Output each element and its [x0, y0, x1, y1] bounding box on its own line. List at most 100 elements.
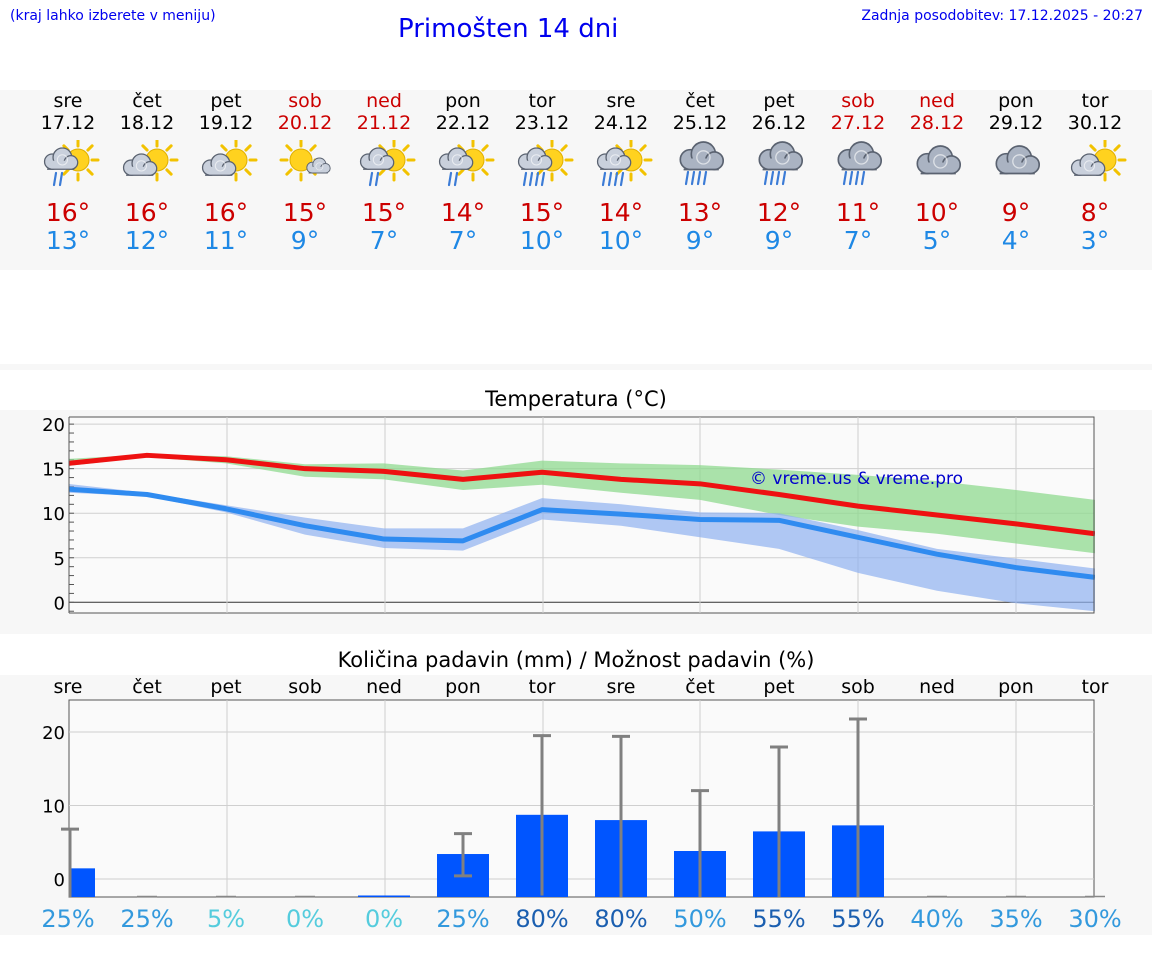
- day-date: 22.12: [435, 112, 491, 134]
- cloud-shape-icon: [679, 141, 725, 171]
- weather-icon: [995, 145, 1041, 175]
- max-temp: 13°: [677, 198, 723, 227]
- max-temp-line: [67, 452, 1096, 537]
- y-tick-label: 20: [42, 723, 65, 744]
- day-name: ned: [366, 90, 402, 112]
- weather-icon: [359, 140, 416, 187]
- min-temp: 7°: [369, 226, 399, 255]
- day-name: sob: [288, 90, 322, 112]
- precip-chance-label: 30%: [1068, 905, 1121, 933]
- temperature-chart-title: Temperatura (°C): [485, 387, 667, 411]
- min-temp: 9°: [290, 226, 320, 255]
- sun-cloud-rain-icon: [359, 140, 416, 187]
- cloud-shape-icon: [758, 141, 804, 171]
- cloud-shape-icon: [995, 145, 1041, 175]
- sun-cloud-heavy-rain-icon: [596, 140, 653, 187]
- cloud-shape-icon: [837, 141, 883, 171]
- cloud-shape-icon: [916, 145, 962, 175]
- rain-drops-icon: [522, 171, 546, 187]
- max-temp: 11°: [835, 198, 881, 227]
- max-temp: 10°: [914, 198, 960, 227]
- y-tick-label: 0: [54, 870, 65, 891]
- forecast-strip: sre 17.12 16° 13° čet 18.12 16° 12° pet 19.12 16° 1…: [0, 90, 1152, 270]
- day-name: sob: [841, 90, 875, 112]
- min-temp-line: [67, 486, 1096, 580]
- precip-chance-label: 40%: [910, 905, 963, 933]
- plot-area: [68, 699, 1095, 898]
- day-name: pon: [998, 90, 1034, 112]
- precipitation-chart-title: Količina padavin (mm) / Možnost padavin …: [337, 648, 815, 672]
- day-date: 28.12: [909, 112, 965, 134]
- max-temp: 12°: [756, 198, 802, 227]
- rain-drops-icon: [684, 170, 708, 186]
- cloud-icon: [916, 145, 962, 175]
- max-temp: 16°: [203, 198, 249, 227]
- x-category-label: pet: [210, 676, 241, 698]
- precip-chance-label: 25%: [120, 905, 173, 933]
- precipitation-chart: sre čet pet sob ned pon tor sre čet pet sob ned pon t…: [41, 676, 1121, 933]
- rain-drops-icon: [368, 171, 380, 187]
- max-range-band: [68, 454, 1095, 554]
- cloud-shape-icon: [596, 147, 632, 170]
- left-margin-mask: [0, 410, 69, 630]
- cloud-shape-icon: [1070, 153, 1106, 176]
- x-category-label: ned: [366, 676, 402, 698]
- day-date: 29.12: [988, 112, 1044, 134]
- sun-cloud-heavy-rain-icon: [517, 140, 574, 187]
- x-category-label: pon: [445, 676, 481, 698]
- day-date: 23.12: [514, 112, 570, 134]
- min-temp: 10°: [598, 226, 644, 255]
- max-temp: 15°: [282, 198, 328, 227]
- day-date: 26.12: [751, 112, 807, 134]
- weather-icon: [438, 140, 495, 187]
- day-date: 20.12: [277, 112, 333, 134]
- x-category-label: čet: [685, 676, 715, 698]
- precip-chance-label: 80%: [594, 905, 647, 933]
- weather-icon: [758, 141, 804, 186]
- x-category-label: tor: [1082, 676, 1109, 698]
- y-tick-label: 5: [54, 549, 65, 570]
- cloud-rain-icon: [837, 141, 883, 186]
- right-margin-mask: [1095, 410, 1152, 630]
- day-name: sre: [53, 90, 83, 112]
- max-temp: 14°: [598, 198, 644, 227]
- x-category-label: tor: [529, 676, 556, 698]
- precip-chance-label: 55%: [831, 905, 884, 933]
- temperature-chart: 0510152005101520© vreme.us & vreme.pro: [0, 410, 1152, 630]
- min-temp: 13°: [45, 226, 91, 255]
- precip-chance-label: 80%: [515, 905, 568, 933]
- x-category-label: pet: [763, 676, 794, 698]
- day-date: 17.12: [40, 112, 96, 134]
- weather-icon: [837, 141, 883, 186]
- last-update-label: Zadnja posodobitev: 17.12.2025 - 20:27: [861, 8, 1143, 24]
- day-date: 19.12: [198, 112, 254, 134]
- precip-bar: [358, 895, 410, 897]
- weather-icon: [517, 140, 574, 187]
- x-category-label: pon: [998, 676, 1034, 698]
- day-name: pet: [763, 90, 795, 112]
- weather-icon: [1070, 140, 1127, 182]
- rain-drops-icon: [842, 170, 866, 186]
- day-name: pet: [210, 90, 242, 112]
- day-date: 18.12: [119, 112, 175, 134]
- sun-cloud-icon: [1070, 140, 1127, 182]
- cloud-shape-icon: [122, 153, 158, 176]
- day-date: 27.12: [830, 112, 886, 134]
- day-name: pon: [445, 90, 481, 112]
- y-tick-label: 0: [54, 593, 65, 614]
- precip-bar: [70, 868, 95, 897]
- cloud-shape-icon: [201, 153, 237, 176]
- day-date: 25.12: [672, 112, 728, 134]
- max-temp: 14°: [440, 198, 486, 227]
- max-temp: 9°: [1001, 198, 1031, 227]
- weather-icon: [279, 140, 331, 182]
- rain-drops-icon: [763, 170, 787, 186]
- min-temp: 4°: [1001, 226, 1031, 255]
- cloud-shape-icon: [359, 147, 395, 170]
- weather-icon: [916, 145, 962, 175]
- x-category-label: ned: [919, 676, 955, 698]
- y-tick-label: 10: [42, 504, 65, 525]
- min-temp: 7°: [843, 226, 873, 255]
- min-temp: 10°: [519, 226, 565, 255]
- sun-cloud-icon: [201, 140, 258, 182]
